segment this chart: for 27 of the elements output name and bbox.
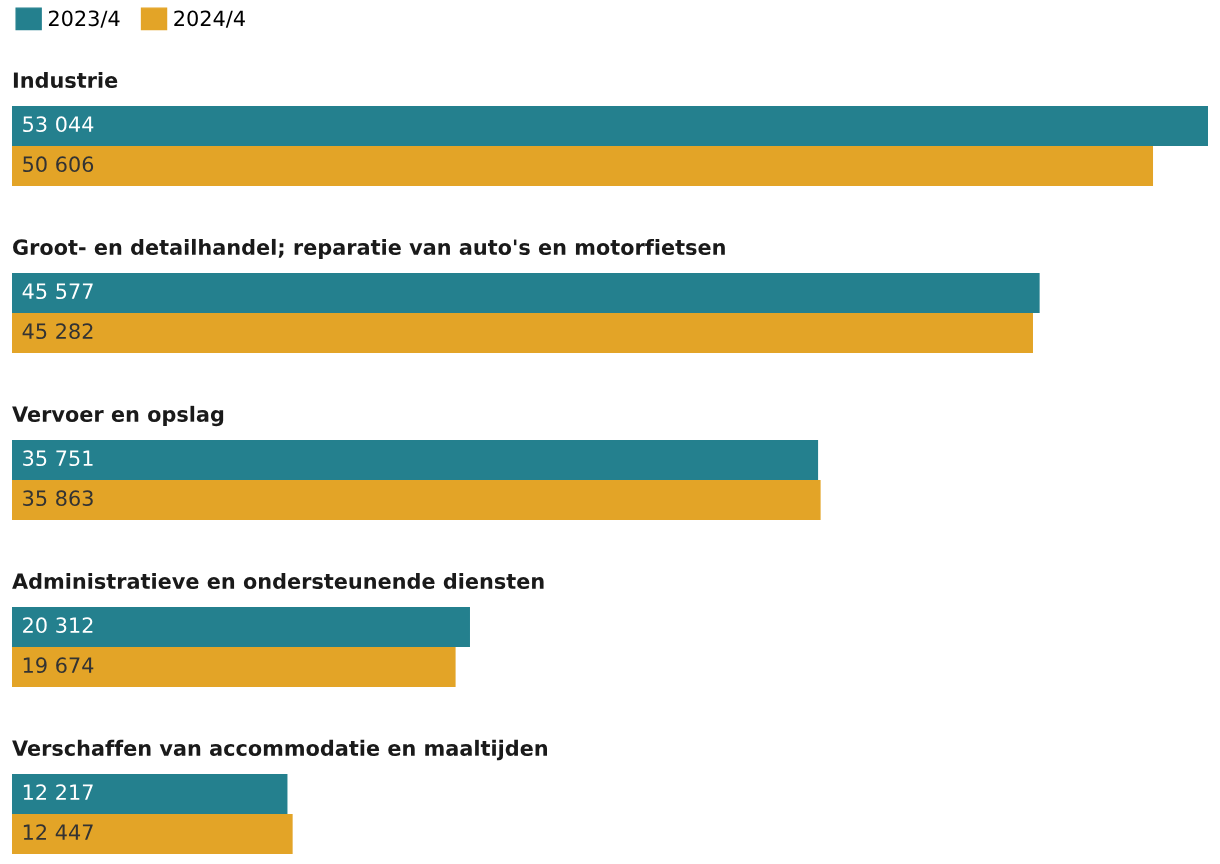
y-tick-label: Administratieve en ondersteunende diensten xyxy=(12,572,544,590)
bar xyxy=(12,146,1154,186)
data-label: 53 044 xyxy=(23,116,94,133)
data-label: 45 577 xyxy=(22,283,93,300)
data-label: 12 217 xyxy=(23,784,93,800)
data-label: 50 606 xyxy=(23,156,94,173)
y-tick-label: Groot- en detailhandel; reparatie van auto's en motorfietsen xyxy=(13,238,725,260)
bar xyxy=(12,647,456,687)
y-tick-label: Industrie xyxy=(13,71,118,89)
bar xyxy=(12,313,1033,353)
legend-label: 2024/4 xyxy=(174,10,245,28)
y-tick-label: Verschaffen van accommodatie en maaltijden xyxy=(12,739,548,761)
data-label: 19 674 xyxy=(23,657,94,674)
bar xyxy=(12,480,821,520)
bar xyxy=(12,440,819,480)
legend-label: 2023/4 xyxy=(48,10,120,28)
bar xyxy=(12,106,1208,146)
bar xyxy=(12,774,288,814)
data-label: 35 863 xyxy=(23,490,93,507)
y-tick-label: Vervoer en opslag xyxy=(12,405,224,427)
data-label: 12 447 xyxy=(23,824,93,840)
bar xyxy=(12,273,1040,313)
bar xyxy=(12,814,293,854)
data-label: 20 312 xyxy=(23,617,93,634)
bar xyxy=(12,607,470,647)
data-label: 35 751 xyxy=(23,450,93,467)
data-label: 45 282 xyxy=(22,323,93,340)
